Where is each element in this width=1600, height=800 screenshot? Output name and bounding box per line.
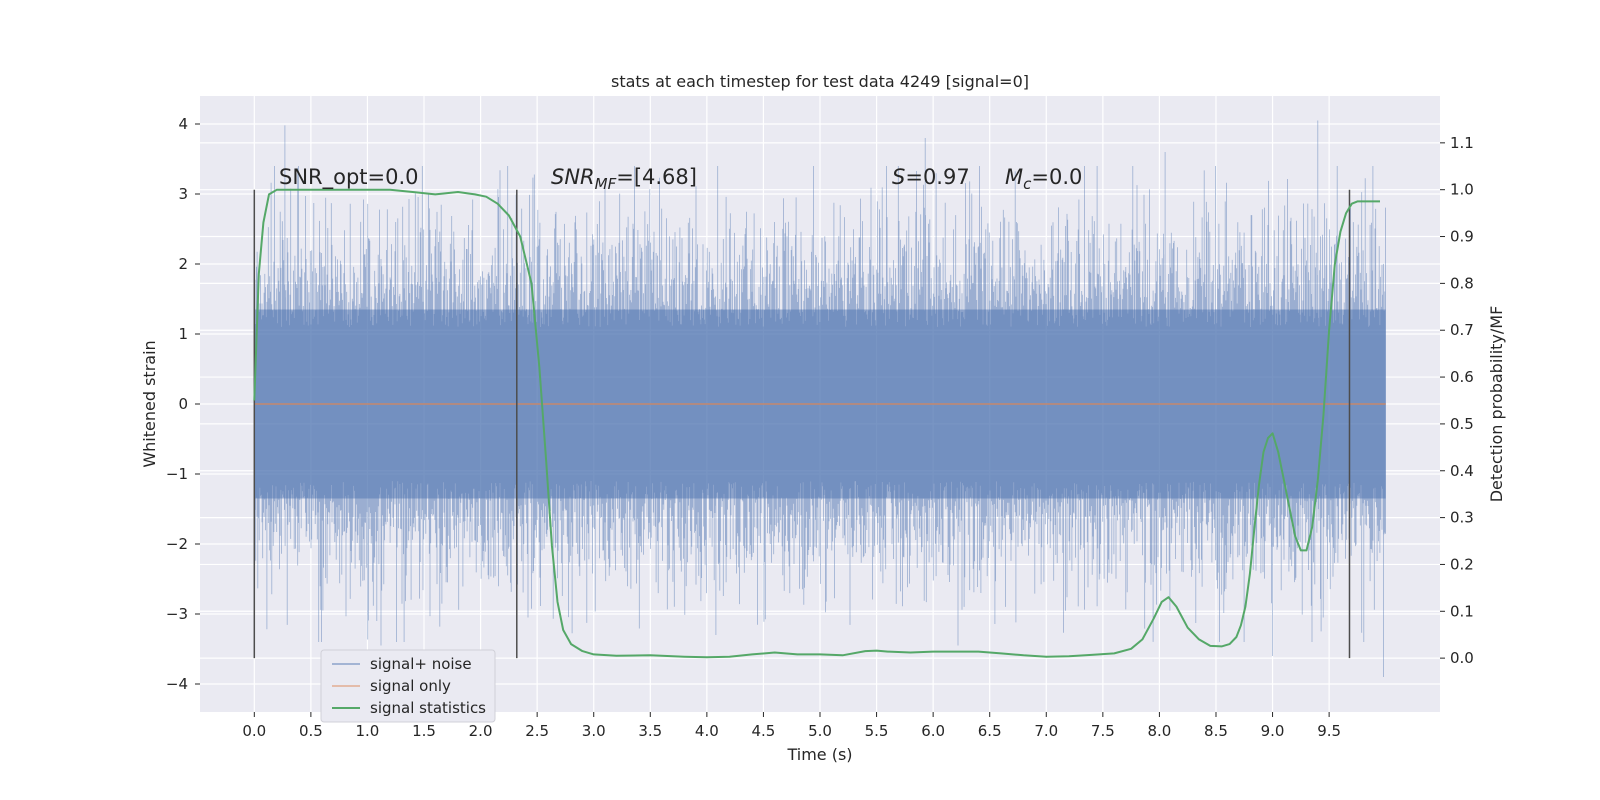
x-tick-label: 2.5 (525, 722, 549, 740)
legend-label-signal-noise: signal+ noise (370, 655, 472, 673)
x-tick-label: 8.5 (1204, 722, 1228, 740)
y-tick-label: −1 (166, 465, 188, 483)
annotation-mc: Mc=0.0 (1005, 165, 1082, 193)
y2-tick-label: 1.0 (1450, 181, 1474, 199)
y-tick-label: −3 (166, 605, 188, 623)
y-tick-label: 4 (178, 115, 188, 133)
y2-axis-ticks: 1.1 1.0 0.9 0.8 0.7 0.6 0.5 0.4 0.3 0.2 0.1 0.0 (1440, 134, 1474, 667)
annotation-s: S=0.97 (892, 165, 970, 189)
x-tick-label: 5.5 (865, 722, 889, 740)
y-tick-label: −2 (166, 535, 188, 553)
legend-label-signal-statistics: signal statistics (370, 699, 486, 717)
annotation-snr-opt: SNR_opt=0.0 (279, 165, 419, 190)
y2-tick-label: 0.9 (1450, 228, 1474, 246)
x-tick-label: 9.5 (1317, 722, 1341, 740)
x-tick-label: 4.5 (752, 722, 776, 740)
annotation-snr-mf-value: =[4.68] (616, 165, 697, 189)
y-tick-label: 1 (178, 325, 188, 343)
y2-tick-label: 0.3 (1450, 509, 1474, 527)
y-axis-ticks: 4 3 2 1 0 −1 −2 −3 −4 (166, 115, 200, 693)
y2-tick-label: 0.4 (1450, 462, 1474, 480)
statistics-line (253, 188, 1380, 659)
x-tick-label: 1.0 (356, 722, 380, 740)
legend: signal+ noise signal only signal statist… (320, 649, 496, 723)
y2-tick-label: 0.8 (1450, 274, 1474, 292)
x-tick-label: 7.0 (1034, 722, 1058, 740)
y2-tick-label: 0.6 (1450, 368, 1474, 386)
x-tick-label: 8.0 (1147, 722, 1171, 740)
x-tick-label: 9.0 (1261, 722, 1285, 740)
x-tick-label: 6.5 (978, 722, 1002, 740)
x-tick-label: 2.0 (469, 722, 493, 740)
x-tick-label: 7.5 (1091, 722, 1115, 740)
legend-box (320, 649, 496, 723)
y2-tick-label: 0.2 (1450, 555, 1474, 573)
chart-title: stats at each timestep for test data 424… (611, 72, 1029, 91)
annotation-snr-mf-subscript: MF (595, 175, 617, 193)
y2-tick-label: 1.1 (1450, 134, 1474, 152)
annotation-mc-subscript: c (1023, 175, 1032, 193)
vertical-markers (253, 189, 1351, 659)
x-tick-label: 5.0 (808, 722, 832, 740)
x-tick-label: 0.0 (242, 722, 266, 740)
annotation-s-symbol: S (892, 165, 905, 189)
y-tick-label: 2 (178, 255, 188, 273)
annotation-snr-mf: SNRMF=[4.68] (551, 165, 697, 193)
annotation-s-value: =0.97 (905, 165, 969, 189)
x-tick-label: 3.0 (582, 722, 606, 740)
x-tick-label: 1.5 (412, 722, 436, 740)
x-tick-label: 3.5 (638, 722, 662, 740)
y2-tick-label: 0.1 (1450, 602, 1474, 620)
annotation-mc-symbol: M (1005, 165, 1023, 189)
y2-axis-label: Detection probability/MF (1487, 306, 1506, 503)
y2-tick-label: 0.0 (1450, 649, 1474, 667)
y2-tick-label: 0.5 (1450, 415, 1474, 433)
y-tick-label: 0 (178, 395, 188, 413)
series-signal-statistics (253, 188, 1380, 659)
y-axis-label: Whitened strain (140, 340, 159, 467)
x-axis-ticks: 0.0 0.5 1.0 1.5 2.0 2.5 3.0 3.5 4.0 4.5 5.0 5.5 6.0 6… (242, 712, 1341, 740)
x-tick-label: 0.5 (299, 722, 323, 740)
annotation-snr-mf-symbol: SNR (551, 165, 595, 189)
x-tick-label: 6.0 (921, 722, 945, 740)
x-tick-label: 4.0 (695, 722, 719, 740)
annotation-mc-value: =0.0 (1031, 165, 1082, 189)
x-axis-label: Time (s) (786, 745, 852, 764)
y-tick-label: −4 (166, 675, 188, 693)
y2-tick-label: 0.7 (1450, 321, 1474, 339)
y-tick-label: 3 (178, 185, 188, 203)
legend-label-signal-only: signal only (370, 677, 451, 695)
